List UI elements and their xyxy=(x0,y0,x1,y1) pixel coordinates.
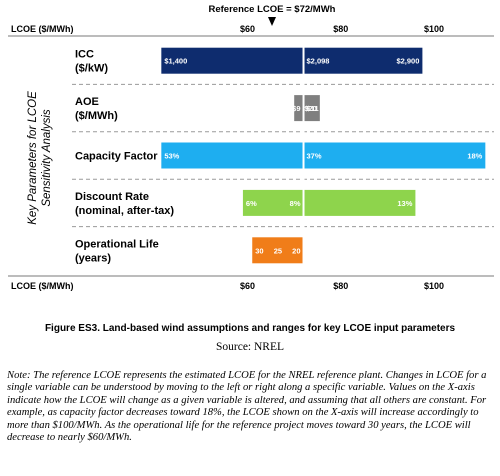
x-tick-label-bottom: $60 xyxy=(240,281,255,291)
figure-source: Source: NREL xyxy=(215,341,285,353)
row-label: AOE xyxy=(75,96,99,108)
bar-value-label: $20 xyxy=(304,104,317,113)
bar xyxy=(161,47,423,74)
row-label: (years) xyxy=(75,252,111,264)
row-label: ($/kW) xyxy=(75,63,108,75)
bar-value-label: 37% xyxy=(307,152,322,161)
row-label: ICC xyxy=(75,49,94,61)
bar-value-label: $9 xyxy=(292,104,300,113)
lcoe-sensitivity-chart: Reference LCOE = $72/MWh LCOE ($/MWh) LC… xyxy=(8,4,494,291)
axis-label-bottom: LCOE ($/MWh) xyxy=(11,281,74,291)
figure-note: Note: The reference LCOE represents the … xyxy=(7,370,487,444)
reference-lcoe-label: Reference LCOE = $72/MWh xyxy=(209,4,336,15)
x-tick-label-top: $100 xyxy=(424,24,444,34)
bottom-tick-labels: $60 $80 $100 xyxy=(240,281,444,291)
row-label: Capacity Factor xyxy=(75,151,158,163)
reference-marker-icon xyxy=(268,17,276,26)
bar-value-label: $1,400 xyxy=(164,57,187,66)
row-label: Discount Rate xyxy=(75,191,149,203)
axis-label-top: LCOE ($/MWh) xyxy=(11,24,74,34)
x-tick-label-bottom: $80 xyxy=(333,281,348,291)
bar-value-label: 53% xyxy=(164,152,179,161)
bar xyxy=(242,189,416,216)
row-label: ($/MWh) xyxy=(75,110,118,122)
row-label: Operational Life xyxy=(75,238,159,250)
bar xyxy=(161,142,486,169)
bar-value-label: $11 xyxy=(307,104,319,113)
row-label: (nominal, after-tax) xyxy=(75,205,174,217)
bar-value-label: 18% xyxy=(467,152,482,161)
x-tick-label-top: $80 xyxy=(333,24,348,34)
bar-value-label: 13% xyxy=(397,199,412,208)
y-axis-title-line1: Key Parameters for LCOE xyxy=(27,91,39,225)
bar-value-label: 20 xyxy=(292,246,300,255)
bar-value-label: 8% xyxy=(290,199,301,208)
figure-caption: Figure ES3. Land-based wind assumptions … xyxy=(44,323,456,334)
bar xyxy=(294,95,320,122)
parameter-rows: ICC ($/kW) $1,400 $2,098 $2,900 AOE ($/MWh) $9 $… xyxy=(72,47,494,264)
bar-value-label: 25 xyxy=(274,246,282,255)
bar-value-label: 30 xyxy=(255,246,263,255)
y-axis-title-line2: Sensitivity Analysis xyxy=(41,109,53,207)
x-tick-label-bottom: $100 xyxy=(424,281,444,291)
top-tick-labels: $60 $80 $100 xyxy=(240,24,444,34)
bar-value-label: $2,900 xyxy=(396,57,419,66)
bar xyxy=(252,237,304,264)
bar-value-label: $2,098 xyxy=(307,57,330,66)
bar-value-label: 6% xyxy=(246,199,257,208)
x-tick-label-top: $60 xyxy=(240,24,255,34)
